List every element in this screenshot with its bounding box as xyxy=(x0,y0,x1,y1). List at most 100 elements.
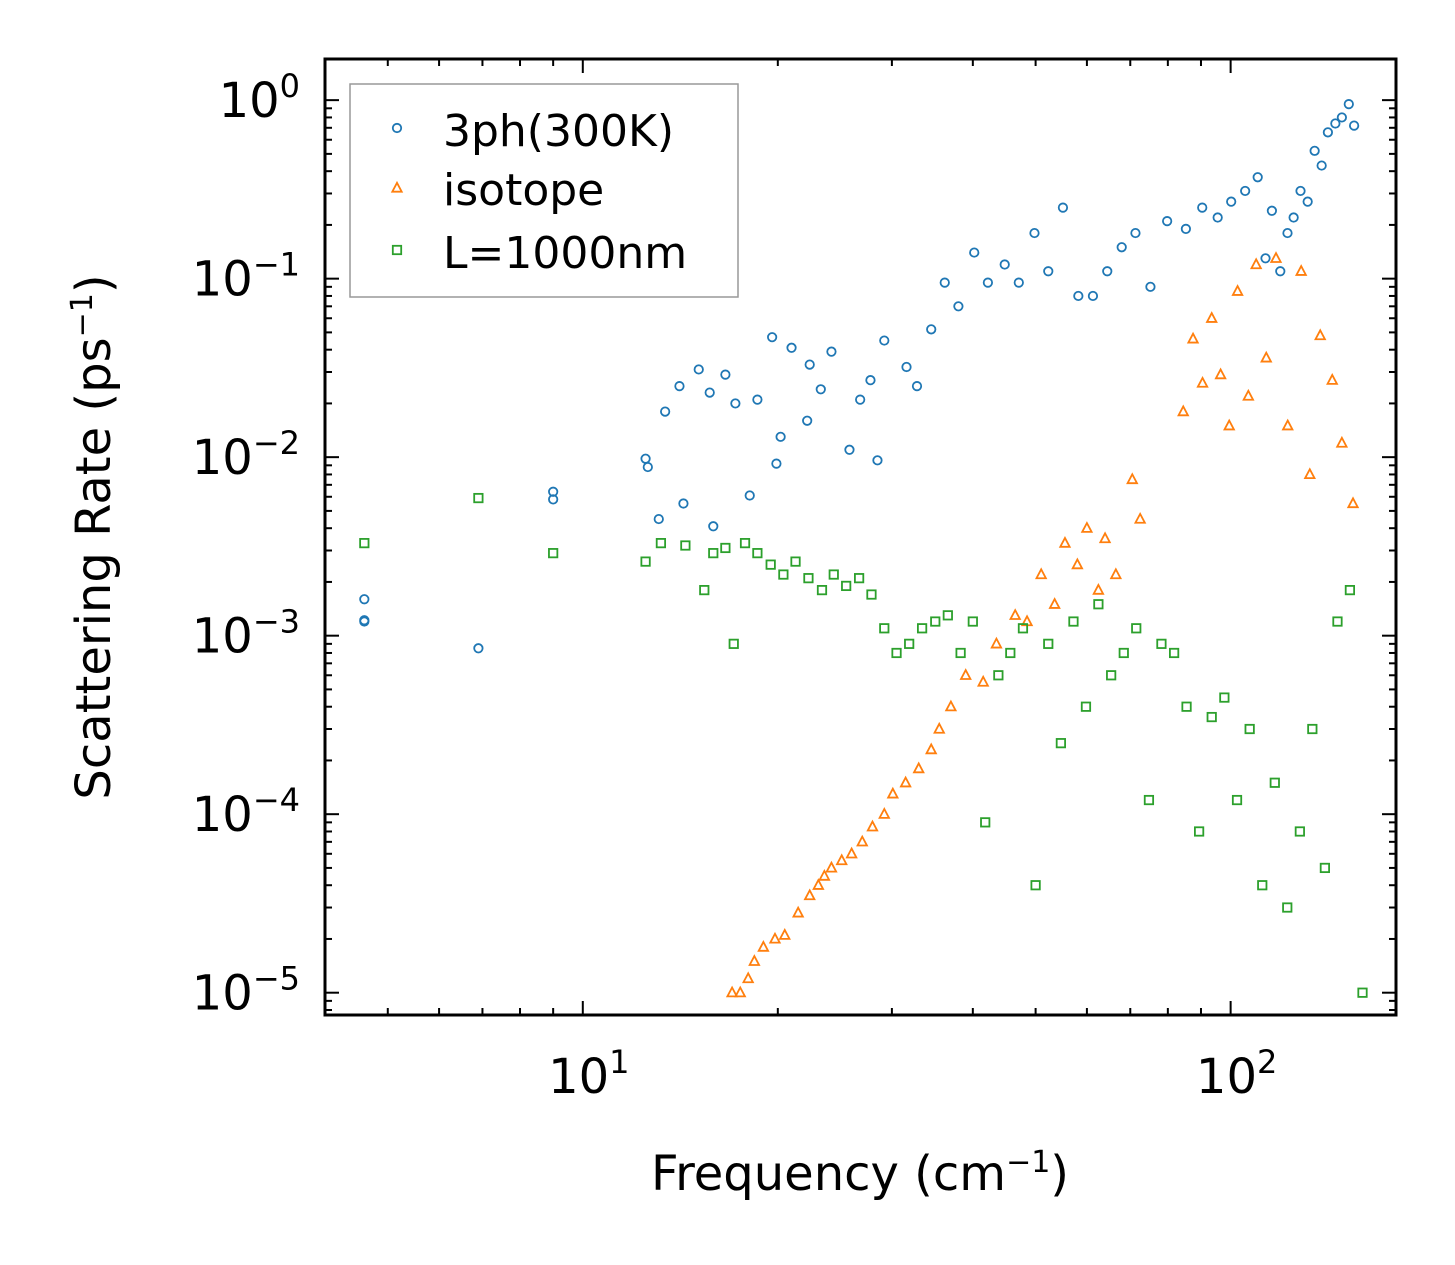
point-square-2-14 xyxy=(790,556,801,567)
point-square-2-50 xyxy=(1244,723,1255,735)
point-circle-0-7 xyxy=(642,461,653,473)
point-square-2-22 xyxy=(891,647,902,659)
point-circle-0-48 xyxy=(1130,227,1141,239)
point-square-2-49 xyxy=(1231,794,1243,806)
plot-frame xyxy=(323,57,1398,1017)
point-triangle-1-36 xyxy=(1126,472,1139,485)
point-circle-0-57 xyxy=(1260,253,1271,264)
point-triangle-1-55 xyxy=(1346,496,1360,509)
point-circle-0-65 xyxy=(1316,160,1327,171)
point-circle-0-44 xyxy=(1073,290,1084,302)
point-triangle-1-38 xyxy=(1177,404,1190,417)
point-square-2-52 xyxy=(1269,777,1280,788)
point-circle-0-32 xyxy=(901,361,912,373)
point-triangle-1-17 xyxy=(886,786,900,799)
point-circle-0-37 xyxy=(969,247,980,258)
point-circle-0-15 xyxy=(720,369,731,380)
point-circle-0-13 xyxy=(704,387,715,398)
point-square-2-57 xyxy=(1332,616,1343,627)
point-triangle-1-37 xyxy=(1133,511,1147,524)
point-square-2-23 xyxy=(904,638,915,649)
point-circle-0-16 xyxy=(730,398,741,409)
point-square-2-58 xyxy=(1344,585,1356,596)
x-tick-label-1: 102 xyxy=(1196,1043,1277,1105)
point-triangle-1-50 xyxy=(1294,264,1308,276)
point-triangle-1-21 xyxy=(933,721,946,734)
point-circle-0-56 xyxy=(1252,172,1263,183)
point-square-2-13 xyxy=(778,569,789,580)
point-circle-0-10 xyxy=(674,381,685,392)
point-square-2-43 xyxy=(1156,638,1167,649)
point-circle-0-34 xyxy=(926,324,937,335)
y-tick-label-2: 10−2 xyxy=(192,424,300,486)
y-tick-label-3: 10−3 xyxy=(192,603,300,665)
point-square-2-12 xyxy=(765,559,776,570)
point-triangle-1-19 xyxy=(912,761,925,774)
point-circle-0-42 xyxy=(1043,266,1054,277)
point-square-2-40 xyxy=(1118,647,1129,659)
point-triangle-1-51 xyxy=(1303,467,1316,480)
point-circle-0-45 xyxy=(1087,290,1099,302)
point-square-2-54 xyxy=(1294,826,1305,837)
point-circle-0-59 xyxy=(1275,266,1286,277)
point-circle-0-47 xyxy=(1116,242,1127,253)
point-circle-0-69 xyxy=(1343,99,1354,110)
point-circle-0-29 xyxy=(865,375,876,386)
point-square-2-29 xyxy=(980,817,991,828)
point-square-2-15 xyxy=(803,573,814,584)
point-triangle-1-23 xyxy=(959,668,972,680)
point-square-2-39 xyxy=(1106,670,1117,681)
point-circle-0-3 xyxy=(473,643,484,654)
point-circle-0-43 xyxy=(1057,202,1069,213)
point-circle-0-36 xyxy=(953,301,964,312)
point-circle-0-52 xyxy=(1197,202,1208,213)
point-square-2-46 xyxy=(1194,826,1205,837)
point-circle-0-2 xyxy=(359,616,370,627)
point-square-2-42 xyxy=(1143,794,1155,806)
point-square-2-36 xyxy=(1068,616,1079,627)
point-circle-0-9 xyxy=(660,406,671,417)
point-circle-0-60 xyxy=(1282,227,1293,239)
point-square-2-8 xyxy=(720,542,731,554)
point-triangle-1-4 xyxy=(757,940,770,952)
point-circle-0-49 xyxy=(1145,281,1156,292)
point-circle-0-24 xyxy=(804,359,815,370)
point-circle-0-55 xyxy=(1240,185,1251,197)
point-circle-0-33 xyxy=(911,381,923,392)
y-axis-label: Scattering Rate (ps−1) xyxy=(65,274,122,799)
point-circle-0-53 xyxy=(1212,212,1223,223)
point-triangle-1-32 xyxy=(1080,521,1094,533)
x-tick-label-0: 101 xyxy=(548,1043,629,1105)
point-square-2-45 xyxy=(1181,701,1192,712)
point-square-2-11 xyxy=(752,548,763,559)
point-circle-0-61 xyxy=(1288,212,1299,223)
y-tick-label-5: 10−5 xyxy=(192,960,300,1022)
point-square-2-24 xyxy=(916,623,928,634)
legend-marker-circle xyxy=(391,122,403,134)
point-triangle-1-31 xyxy=(1071,557,1084,570)
point-triangle-1-29 xyxy=(1048,597,1061,609)
point-square-2-33 xyxy=(1030,880,1041,891)
x-axis-label: Frequency (cm−1) xyxy=(651,1145,1069,1202)
point-square-2-16 xyxy=(816,585,828,596)
point-square-2-56 xyxy=(1319,862,1330,874)
y-tick-label-1: 10−1 xyxy=(192,246,300,308)
point-square-2-30 xyxy=(993,670,1004,681)
point-square-2-10 xyxy=(739,538,751,549)
point-circle-0-31 xyxy=(879,335,890,346)
point-triangle-1-24 xyxy=(976,674,990,687)
point-circle-0-68 xyxy=(1336,112,1347,123)
point-circle-0-41 xyxy=(1029,227,1040,239)
point-triangle-1-26 xyxy=(1009,608,1022,620)
legend-box xyxy=(349,83,739,298)
point-triangle-1-39 xyxy=(1186,331,1200,344)
point-square-2-44 xyxy=(1169,647,1180,659)
point-square-2-17 xyxy=(828,569,839,580)
point-circle-0-40 xyxy=(1013,277,1024,288)
point-circle-0-21 xyxy=(775,431,786,442)
point-triangle-1-15 xyxy=(866,819,879,832)
point-circle-0-11 xyxy=(678,498,689,509)
point-circle-0-28 xyxy=(855,394,866,405)
point-triangle-1-20 xyxy=(925,742,938,755)
